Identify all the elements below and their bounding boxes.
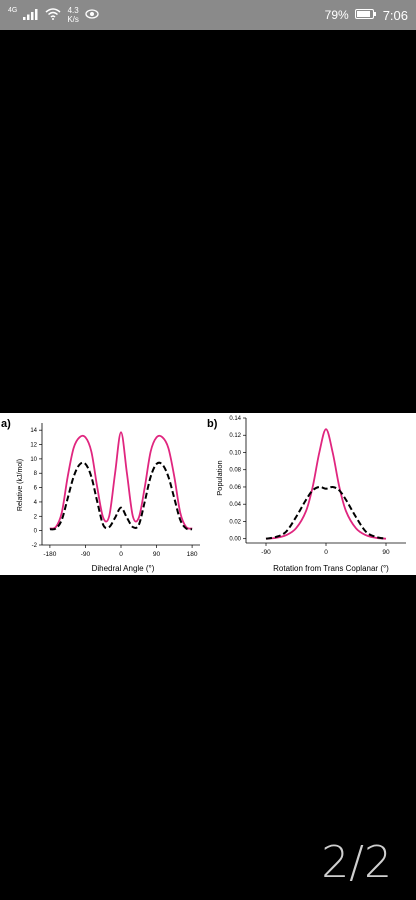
y-tick-label: 0.00 — [229, 537, 241, 543]
y-tick-label: 0 — [34, 529, 38, 535]
x-tick-label: 90 — [382, 549, 390, 556]
chart-a-ylabel: Relative (kJ/mol) — [17, 459, 24, 511]
eye-icon — [85, 8, 99, 23]
signal-icon — [23, 8, 39, 23]
status-right: 79% 7:06 — [325, 4, 408, 26]
wifi-icon — [45, 7, 61, 23]
network-speed: 4.3 K/s — [67, 6, 79, 24]
y-tick-label: 8 — [34, 471, 38, 477]
series-line-1 — [265, 485, 387, 540]
page-indicator: 2/2 — [321, 837, 392, 888]
x-tick-label: -90 — [261, 549, 271, 556]
y-tick-label: 0.08 — [229, 468, 241, 474]
y-tick-label: 12 — [30, 443, 37, 449]
y-tick-label: 10 — [30, 457, 37, 463]
figure-svg: a) Relative (kJ/mol) Dihedral Angle (°) … — [1, 416, 406, 573]
y-tick-label: 0.04 — [229, 502, 241, 508]
y-tick-label: 14 — [30, 428, 37, 434]
series-line-1 — [49, 461, 193, 531]
chart-a: a) Relative (kJ/mol) Dihedral Angle (°) … — [1, 418, 200, 573]
figure-image: a) Relative (kJ/mol) Dihedral Angle (°) … — [0, 413, 416, 575]
status-bar: 4G 4.3 K/s — [0, 0, 416, 30]
series-line-0 — [49, 431, 193, 530]
battery-icon — [354, 8, 377, 23]
chart-b-ylabel: Population — [215, 460, 224, 495]
y-tick-label: 2 — [34, 514, 38, 520]
network-type-label: 4G — [8, 6, 18, 14]
y-tick-label: 0.06 — [229, 485, 241, 491]
panel-a-label: a) — [1, 418, 11, 430]
y-tick-label: 0.02 — [229, 519, 241, 525]
x-tick-label: 90 — [153, 551, 161, 558]
x-tick-label: -180 — [43, 551, 56, 558]
chart-b-xlabel: Rotation from Trans Coplanar (°) — [273, 564, 389, 573]
y-tick-label: 0.14 — [229, 416, 241, 422]
chart-b: b) Population Rotation from Trans Coplan… — [207, 416, 406, 573]
series-line-0 — [265, 428, 387, 540]
x-tick-label: 0 — [119, 551, 123, 558]
chart-a-xlabel: Dihedral Angle (°) — [92, 564, 155, 573]
y-tick-label: -2 — [32, 543, 38, 549]
status-left: 4G 4.3 K/s — [8, 4, 99, 26]
y-tick-label: 4 — [34, 500, 38, 506]
panel-b-label: b) — [207, 418, 218, 430]
image-viewer[interactable]: a) Relative (kJ/mol) Dihedral Angle (°) … — [0, 30, 416, 900]
battery-percent: 79% — [324, 8, 349, 22]
clock: 7:06 — [382, 7, 408, 23]
y-tick-label: 0.10 — [229, 450, 241, 456]
speed-unit: K/s — [67, 15, 79, 24]
y-tick-label: 0.12 — [229, 433, 241, 439]
y-tick-label: 6 — [34, 486, 38, 492]
x-tick-label: 0 — [324, 549, 328, 556]
x-tick-label: -90 — [81, 551, 91, 558]
x-tick-label: 180 — [187, 551, 198, 558]
speed-value: 4.3 — [67, 6, 79, 15]
